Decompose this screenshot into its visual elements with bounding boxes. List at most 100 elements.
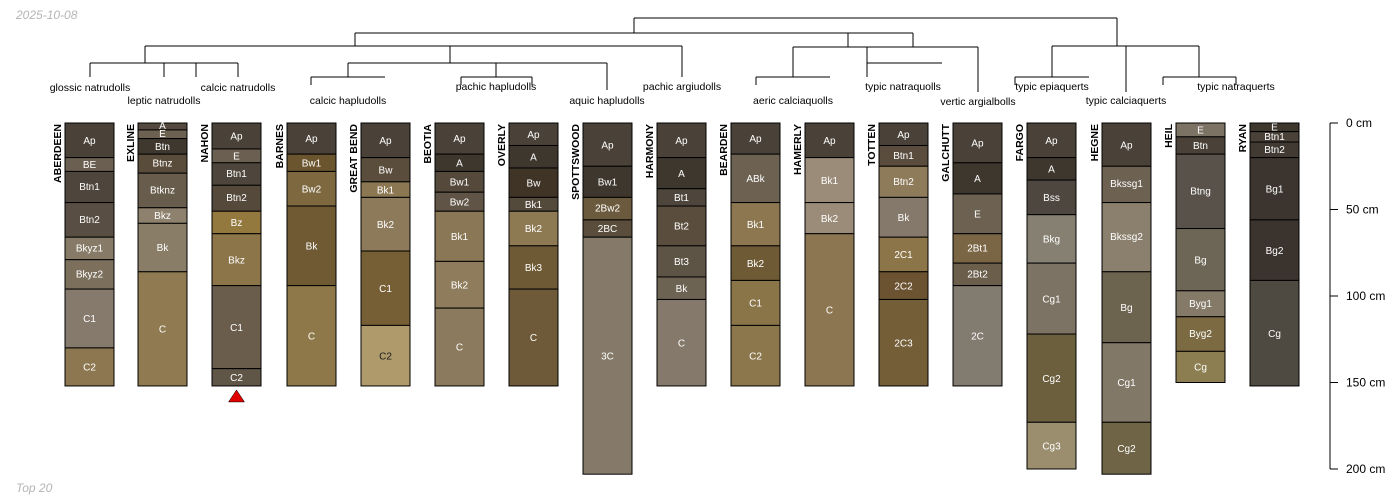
footer-label: Top 20	[16, 481, 53, 495]
horizon-totten-2c1	[878, 236, 929, 273]
taxon-label-aquic-hapludolls: aquic hapludolls	[569, 95, 644, 107]
horizon-hamerly-c	[804, 233, 855, 387]
horizon-label-heil-e: E	[1197, 126, 1204, 137]
horizon-label-hegne-ap: Ap	[1120, 140, 1133, 151]
warning-triangle-icon	[228, 389, 245, 403]
profile-name-fargo: FARGO	[1014, 124, 1026, 161]
profile-name-ryan: RYAN	[1237, 124, 1249, 152]
horizon-totten-btn2	[878, 165, 929, 198]
horizon-label-exline-e: E	[159, 129, 166, 140]
profile-name-hegne: HEGNE	[1089, 124, 1101, 161]
horizon-label-ryan-btn2: Btn2	[1264, 145, 1285, 156]
horizon-label-nahon-bkz: Bkz	[228, 255, 245, 266]
profile-name-harmony: HARMONY	[644, 124, 656, 178]
horizon-label-hegne-bg: Bg	[1120, 303, 1132, 314]
horizon-label-nahon-c1: C1	[230, 323, 243, 334]
horizon-label-aberdeen-bkyz1: Bkyz1	[76, 243, 104, 254]
horizon-label-nahon-btn1: Btn1	[226, 169, 247, 180]
depth-tick-label-200: 200 cm	[1346, 462, 1385, 476]
date-label: 2025-10-08	[16, 8, 78, 22]
horizon-hegne-bg	[1101, 271, 1152, 344]
horizon-heil-cg	[1175, 350, 1226, 383]
horizon-great-bend-ap	[360, 122, 411, 159]
horizon-label-hegne-bkssg1: Bkssg1	[1110, 179, 1143, 190]
horizon-label-spottswood-3c: 3C	[601, 351, 614, 362]
horizon-label-bearden-abk: ABk	[746, 174, 765, 185]
horizon-label-overly-a: A	[530, 152, 537, 163]
horizon-label-fargo-a: A	[1048, 165, 1055, 176]
depth-axis: 0 cm 50 cm 100 cm 150 cm 200 cm	[1329, 116, 1385, 476]
profile-barnes: Ap Bw1 Bw2 Bk C BARNES	[274, 122, 337, 387]
taxon-label-vertic-argialbolls: vertic argialbolls	[940, 96, 1015, 108]
horizon-heil-byg2	[1175, 316, 1226, 352]
horizon-hamerly-ap	[804, 122, 855, 159]
horizon-label-nahon-ap: Ap	[230, 132, 243, 143]
taxon-label-calcic-hapludolls: calcic hapludolls	[310, 95, 386, 107]
horizon-label-galchutt-2bt1: 2Bt1	[967, 243, 988, 254]
horizon-barnes-bk	[286, 205, 337, 287]
horizon-galchutt-2bt1	[952, 233, 1003, 264]
horizon-label-barnes-c: C	[308, 331, 315, 342]
horizon-label-aberdeen-ap: Ap	[83, 136, 96, 147]
horizon-label-spottswood-bw1: Bw1	[598, 177, 618, 188]
horizon-label-barnes-ap: Ap	[305, 134, 318, 145]
horizon-barnes-ap	[286, 122, 337, 155]
profile-fargo: Ap A Bss Bkg Cg1 Cg2 Cg3 FARGO	[1014, 122, 1077, 470]
profile-great-bend: Ap Bw Bk1 Bk2 C1 C2 GREAT BEND	[348, 122, 411, 387]
horizon-overly-bk2	[508, 210, 559, 247]
horizon-label-great-bend-bw: Bw	[379, 165, 394, 176]
profile-aberdeen: Ap BE Btn1 Btn2 Bkyz1 Bkyz2 C1 C2 ABERDEEN	[52, 122, 115, 387]
horizon-label-exline-bkz: Bkz	[154, 211, 171, 222]
horizon-label-heil-btng: Btng	[1190, 186, 1211, 197]
horizon-label-harmony-c: C	[678, 338, 685, 349]
horizon-label-great-bend-bk2: Bk2	[377, 220, 395, 231]
horizon-label-great-bend-c2: C2	[379, 351, 392, 362]
horizon-label-fargo-cg3: Cg3	[1042, 441, 1061, 452]
horizon-label-overly-bw: Bw	[527, 178, 542, 189]
horizon-label-hamerly-ap: Ap	[823, 136, 836, 147]
horizon-aberdeen-ap	[64, 122, 115, 159]
horizon-great-bend-c2	[360, 324, 411, 387]
horizon-spottswood-bw1	[582, 165, 633, 198]
horizon-label-great-bend-ap: Ap	[379, 136, 392, 147]
horizon-harmony-a	[656, 157, 707, 190]
profile-name-totten: TOTTEN	[866, 124, 878, 166]
horizon-label-exline-btknz: Btknz	[150, 185, 175, 196]
horizon-label-totten-bk: Bk	[898, 213, 911, 224]
horizon-label-nahon-btn2: Btn2	[226, 193, 247, 204]
profile-nahon: Ap E Btn1 Btn2 Bz Bkz C1 C2 NAHON	[199, 122, 262, 403]
depth-tick-label-50: 50 cm	[1346, 203, 1379, 217]
profile-beotia: Ap A Bw1 Bw2 Bk1 Bk2 C BEOTIA	[422, 122, 485, 387]
horizon-label-ryan-bg2: Bg2	[1266, 246, 1284, 257]
horizon-label-hegne-cg2: Cg2	[1117, 444, 1136, 455]
horizon-label-harmony-bt1: Bt1	[674, 193, 689, 204]
profile-name-spottswood: SPOTTSWOOD	[570, 124, 582, 200]
horizon-label-nahon-e: E	[233, 152, 240, 163]
horizon-label-spottswood-ap: Ap	[601, 140, 614, 151]
horizon-label-totten-2c1: 2C1	[894, 250, 913, 261]
profile-name-galchutt: GALCHUTT	[940, 123, 952, 181]
horizon-aberdeen-c2	[64, 347, 115, 387]
horizon-label-aberdeen-c2: C2	[83, 363, 96, 374]
horizon-galchutt-2c	[952, 285, 1003, 387]
horizon-label-exline-c: C	[159, 325, 166, 336]
horizon-label-totten-btn1: Btn1	[893, 151, 914, 162]
horizon-label-nahon-c2: C2	[230, 373, 243, 384]
horizon-bearden-abk	[730, 153, 781, 204]
horizon-hamerly-bk2	[804, 202, 855, 235]
horizon-nahon-bkz	[211, 233, 262, 287]
horizon-label-beotia-ap: Ap	[453, 134, 466, 145]
horizon-label-harmony-ap: Ap	[675, 136, 688, 147]
horizon-label-hegne-bkssg2: Bkssg2	[1110, 232, 1143, 243]
horizon-label-bearden-ap: Ap	[749, 134, 762, 145]
horizon-label-exline-a: A	[159, 121, 166, 132]
horizon-label-overly-bk3: Bk3	[525, 263, 543, 274]
horizon-label-aberdeen-c1: C1	[83, 314, 96, 325]
profile-name-nahon: NAHON	[199, 124, 211, 163]
profile-name-bearden: BEARDEN	[718, 124, 730, 176]
horizon-label-aberdeen-be: BE	[83, 160, 97, 171]
horizon-label-aberdeen-bkyz2: Bkyz2	[76, 269, 104, 280]
horizon-aberdeen-btn1	[64, 170, 115, 204]
